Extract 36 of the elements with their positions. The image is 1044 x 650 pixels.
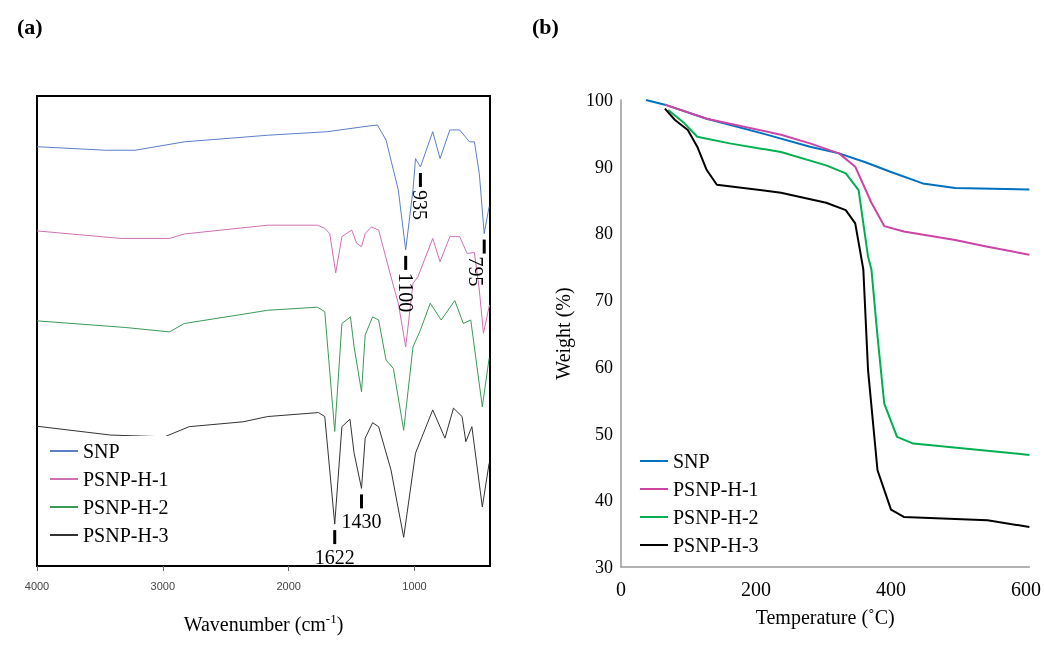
x-tick-label: 3000 [150,579,176,592]
y-axis-title: Weight (%) [552,287,575,380]
y-tick-label: 50 [595,423,613,444]
x-tick-label: 2000 [276,579,301,592]
annotation: 1622 [314,546,355,569]
x-tick-label: 0 [616,578,626,600]
legend-label: SNP [83,440,120,462]
y-tick-label: 90 [595,156,613,177]
y-tick-label: 70 [595,290,613,311]
annotation: 935 [409,189,432,220]
line-series [663,103,1031,256]
x-axis-title: Temperature (˚C) [755,606,895,629]
x-tick-label: 4000 [24,579,50,592]
annotation: 1430 [341,510,382,533]
chart-title: (b) [532,13,559,39]
legend-label: PSNP-H-1 [673,478,759,500]
legend-label: PSNP-H-2 [83,496,169,518]
legend-label: PSNP-H-3 [673,534,759,556]
chart-title: (a) [17,13,43,39]
y-tick-label: 100 [586,90,613,110]
y-tick-label: 30 [595,557,613,577]
legend-label: PSNP-H-1 [83,468,169,490]
legend-label: PSNP-H-3 [83,524,169,546]
y-tick-label: 60 [595,356,613,377]
legend-label: SNP [673,450,710,472]
x-tick-label: 600 [1011,578,1041,600]
x-tick-label: 400 [876,578,906,600]
annotation: 1100 [394,272,417,313]
line-series [667,109,1031,456]
y-tick-label: 40 [595,490,613,511]
y-tick-label: 80 [595,223,613,244]
legend-label: PSNP-H-2 [673,506,759,528]
x-tick-label: 1000 [402,579,427,592]
annotation: 795 [465,256,487,287]
x-tick-label: 200 [741,578,771,600]
line-series [663,107,1031,528]
